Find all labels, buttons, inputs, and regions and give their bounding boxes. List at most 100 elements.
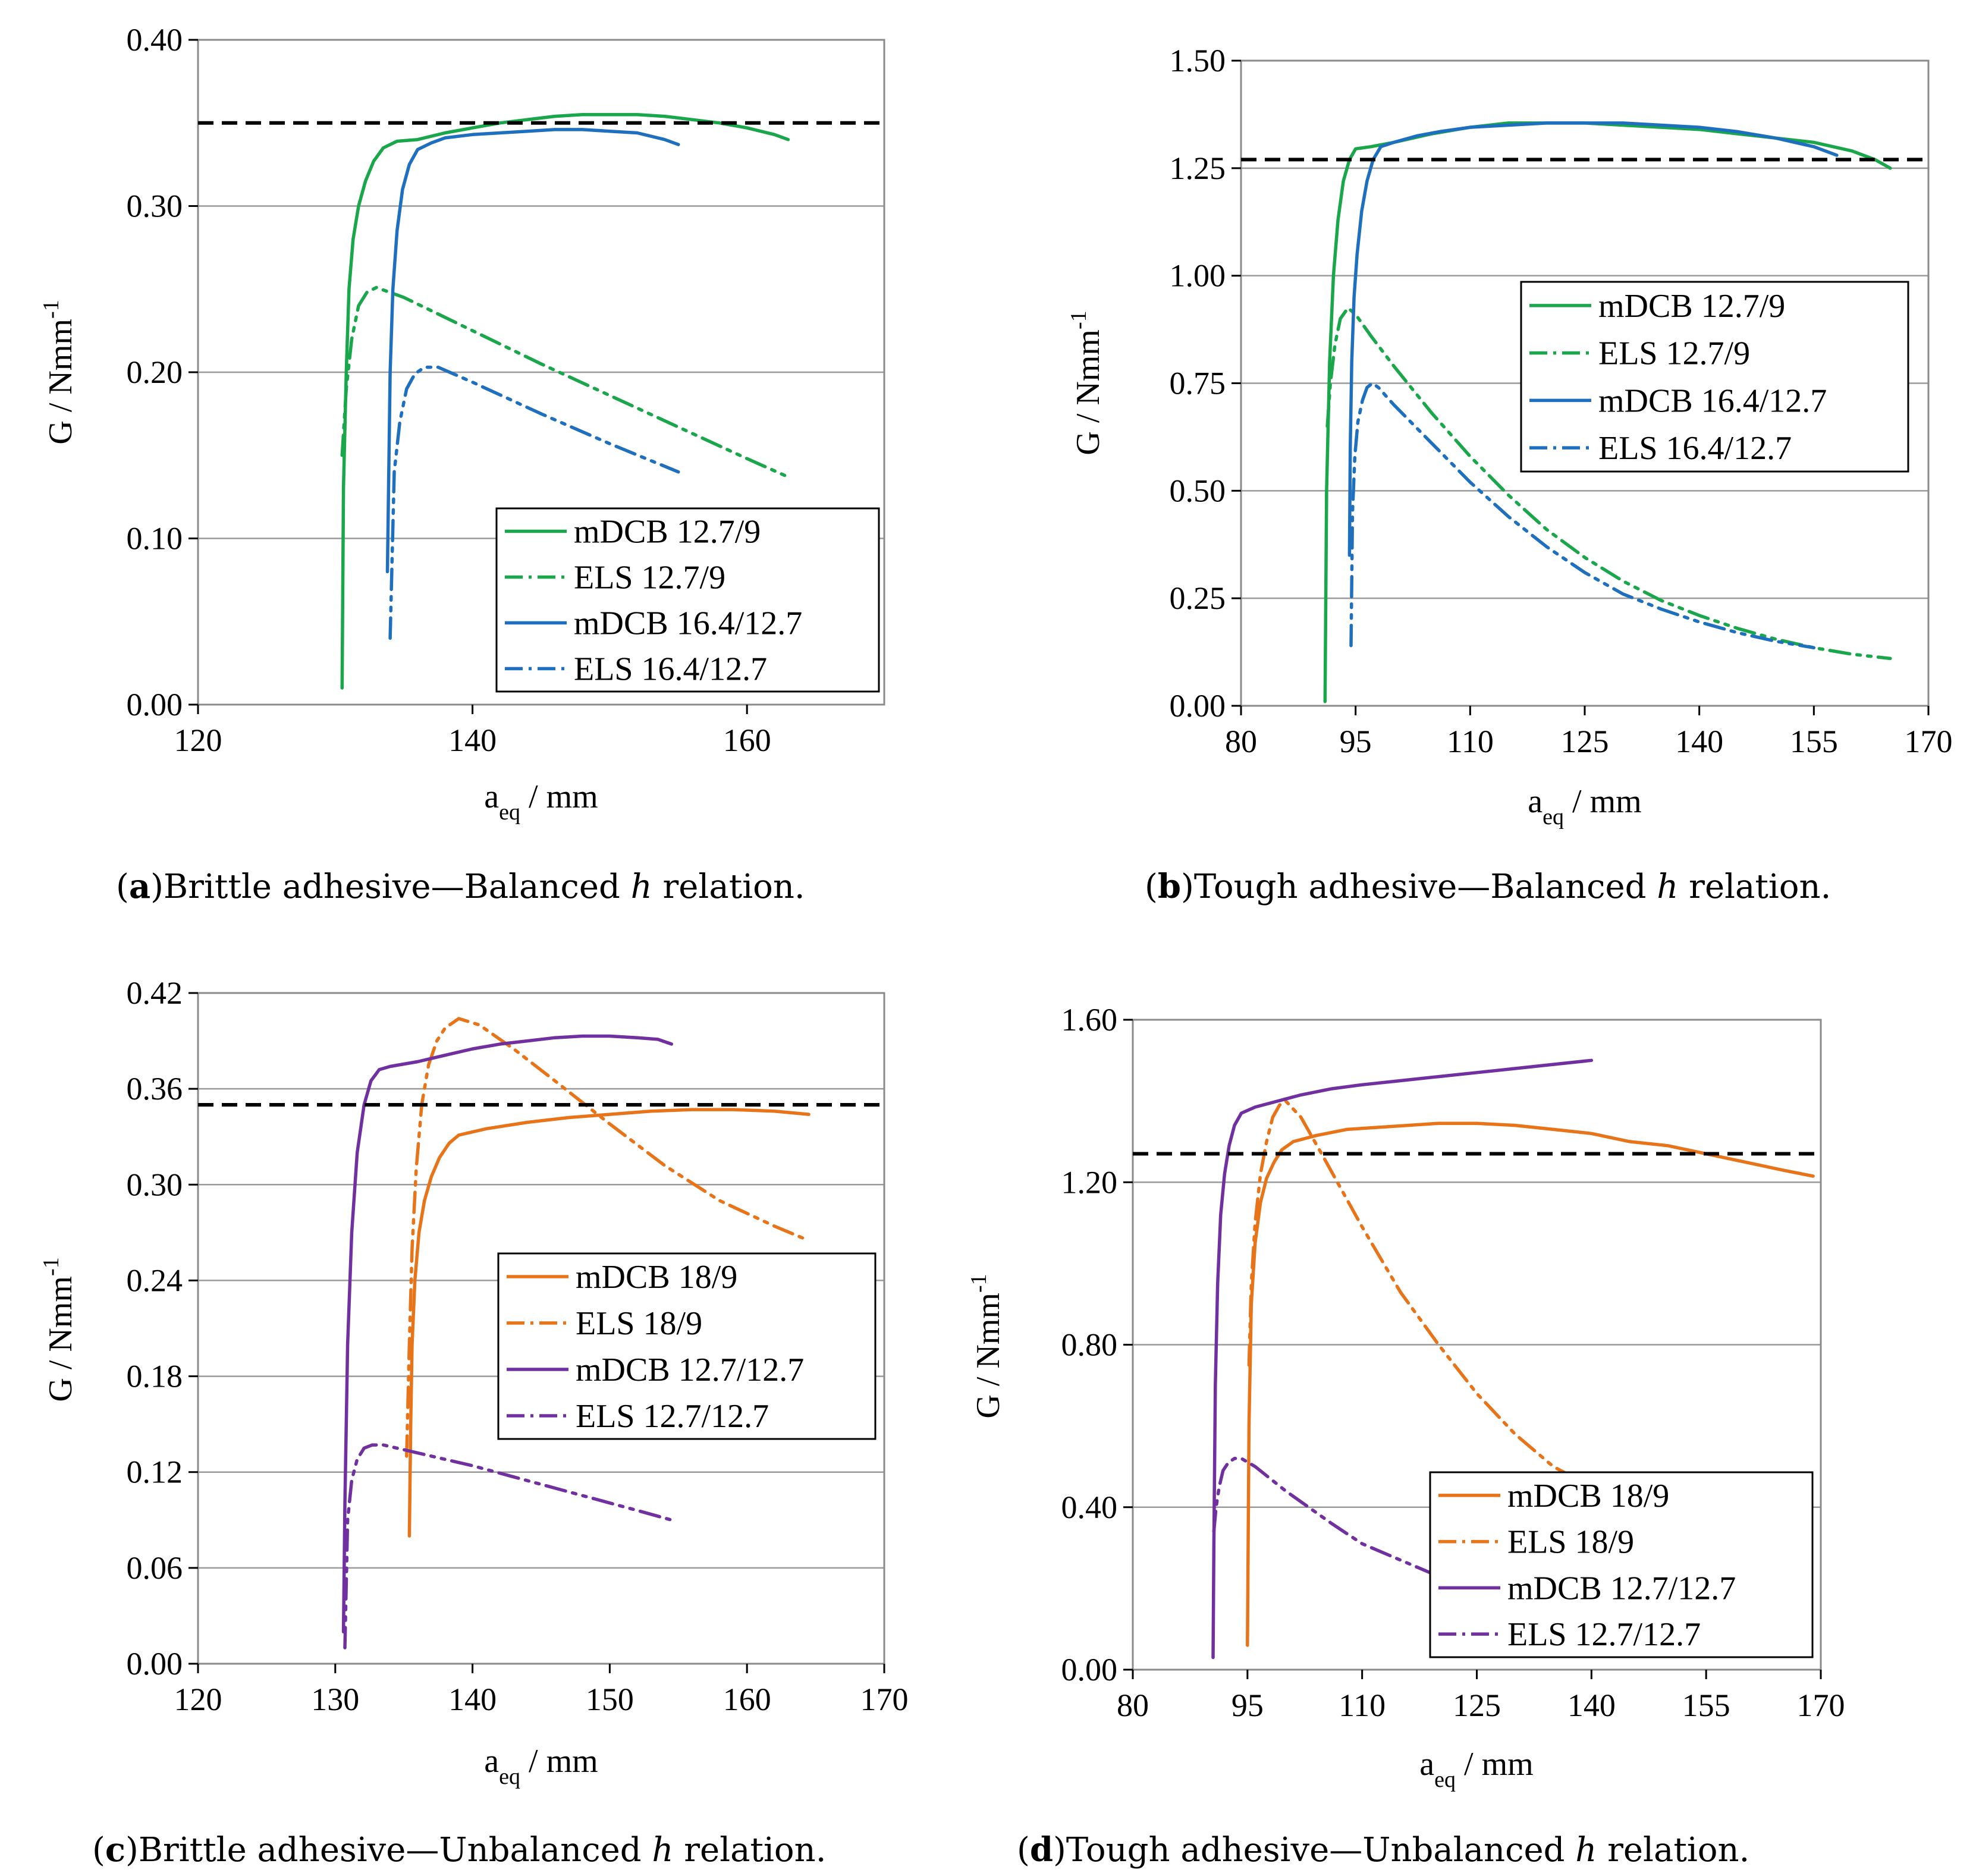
x-axis-label-main: a	[484, 1743, 499, 1780]
y-tick-label: 1.25	[1170, 150, 1226, 186]
series-line	[1211, 1058, 1594, 1660]
y-tick-label: 0.18	[127, 1359, 183, 1394]
plot-frame	[197, 992, 885, 1665]
x-tick-label: 130	[311, 1682, 359, 1717]
legend-entry: ELS 18/9	[1507, 1524, 1634, 1561]
legend-box	[495, 507, 880, 693]
subfigure-caption: (a)Brittle adhesive—Balanced h relation.	[116, 867, 805, 906]
caption-text: Brittle adhesive—Balanced	[164, 868, 631, 906]
caption-letter: d	[1030, 1830, 1053, 1869]
series-line	[1349, 381, 1816, 650]
y-tick-label: 0.30	[127, 188, 183, 224]
y-tick-label: 0.00	[127, 1646, 183, 1682]
legend-entry: ELS 18/9	[576, 1305, 702, 1342]
y-axis-label-main: G / Nmm	[42, 319, 79, 445]
legend-entry: mDCB 12.7/9	[574, 514, 761, 551]
legend-entry: ELS 12.7/9	[574, 560, 725, 596]
series-line	[1247, 1099, 1594, 1489]
legend-entry: ELS 12.7/12.7	[576, 1398, 769, 1435]
x-tick-label: 110	[1339, 1688, 1386, 1723]
y-tick-label: 0.80	[1061, 1327, 1118, 1363]
caption-suffix: relation.	[652, 868, 805, 906]
legend-entry: ELS 12.7/12.7	[1507, 1616, 1701, 1653]
legend-box	[497, 1252, 877, 1440]
x-axis-label-sub: eq	[1434, 1767, 1456, 1792]
series-line	[343, 1443, 674, 1649]
legend-entry: ELS 12.7/9	[1598, 335, 1750, 372]
x-axis-label: aeq / mm	[1419, 1746, 1533, 1792]
x-tick-label: 170	[860, 1682, 909, 1717]
caption-italic: h	[1657, 868, 1678, 906]
y-tick-label: 0.40	[127, 22, 183, 58]
legend-entry: mDCB 16.4/12.7	[574, 605, 802, 642]
y-tick-label: 0.30	[127, 1167, 183, 1202]
series-line	[1325, 306, 1892, 661]
y-axis-label-sup: -1	[1066, 310, 1091, 329]
caption-suffix: relation.	[1597, 1831, 1749, 1869]
y-axis-label: G / Nmm-1	[39, 300, 79, 444]
caption-text: Brittle adhesive—Unbalanced	[139, 1831, 652, 1869]
x-axis-label-rest: / mm	[520, 1743, 598, 1780]
x-tick-label: 160	[723, 722, 771, 758]
series-line	[388, 365, 680, 640]
legend-box	[1520, 281, 1909, 473]
caption-italic: h	[1575, 1831, 1597, 1869]
x-tick-label: 140	[1567, 1688, 1616, 1723]
caption-paren: )	[125, 1831, 139, 1869]
series-line	[385, 128, 680, 574]
y-tick-label: 1.50	[1170, 43, 1226, 78]
x-axis-label-main: a	[484, 778, 499, 815]
legend-entry: mDCB 12.7/12.7	[576, 1352, 804, 1388]
chart-d: 0.00 0.40 0.80 1.20 1.60 80 95 110 125 140 155 170 m…	[966, 1002, 1845, 1869]
legend-entry: mDCB 18/9	[1507, 1478, 1669, 1514]
legend-entry: ELS 16.4/12.7	[574, 651, 767, 688]
legend-box	[1429, 1471, 1814, 1658]
y-axis-label: G / Nmm-1	[1066, 310, 1107, 455]
x-axis-label-rest: / mm	[1456, 1746, 1534, 1783]
y-tick-label: 0.36	[127, 1071, 183, 1107]
x-tick-label: 150	[586, 1682, 634, 1717]
y-tick-label: 0.24	[127, 1262, 183, 1298]
y-axis-label: G / Nmm-1	[966, 1274, 1007, 1418]
y-axis-label-sup: -1	[966, 1274, 991, 1293]
chart-b: 0.00 0.25 0.50 0.75 1.00 1.25 1.50 80 95 110 125 14…	[1066, 43, 1953, 906]
x-axis-label-sub: eq	[1543, 805, 1564, 829]
legend-entry: mDCB 12.7/12.7	[1507, 1570, 1736, 1607]
x-tick-label: 170	[1797, 1688, 1845, 1723]
chart-a: 0.00 0.10 0.20 0.30 0.40 120 140 160 mDCB 12.7/9…	[39, 22, 885, 906]
series-line	[1246, 1121, 1815, 1647]
y-tick-label: 0.40	[1061, 1490, 1118, 1525]
x-axis-label-main: a	[1419, 1746, 1434, 1783]
x-axis-label-rest: / mm	[520, 778, 598, 815]
x-axis-label: aeq / mm	[1528, 783, 1641, 829]
caption-paren: (	[1145, 868, 1158, 906]
subfigure-caption: (d)Tough adhesive—Unbalanced h relation.	[1017, 1830, 1749, 1869]
y-axis-label-main: G / Nmm	[42, 1276, 79, 1402]
legend-entry: mDCB 12.7/9	[1598, 288, 1785, 325]
y-axis-label-sup: -1	[39, 1257, 64, 1276]
x-axis-label-rest: / mm	[1564, 783, 1642, 820]
x-tick-label: 140	[448, 1682, 497, 1717]
caption-text: Tough adhesive—Unbalanced	[1066, 1831, 1575, 1869]
y-tick-label: 1.00	[1170, 258, 1226, 294]
series-line	[405, 1017, 810, 1458]
x-tick-label: 140	[448, 722, 497, 758]
x-tick-label: 125	[1453, 1688, 1501, 1723]
y-axis-label-sup: -1	[39, 300, 64, 319]
y-tick-label: 0.00	[127, 687, 183, 722]
caption-letter: a	[129, 867, 150, 906]
chart-c: 0.00 0.06 0.12 0.18 0.24 0.30 0.36 0.42 120 130 14…	[39, 975, 909, 1869]
caption-suffix: relation.	[673, 1831, 826, 1869]
series-line	[1212, 1457, 1440, 1578]
legend-entry: mDCB 16.4/12.7	[1598, 382, 1827, 419]
x-axis-label-sub: eq	[499, 1764, 520, 1789]
caption-paren: (	[116, 868, 129, 906]
y-tick-label: 0.20	[127, 354, 183, 390]
y-tick-label: 0.25	[1170, 580, 1226, 616]
caption-paren: (	[1017, 1831, 1030, 1869]
x-tick-label: 95	[1340, 724, 1372, 759]
caption-letter: c	[105, 1830, 125, 1869]
y-tick-label: 1.20	[1061, 1164, 1118, 1200]
x-tick-label: 170	[1905, 724, 1953, 759]
